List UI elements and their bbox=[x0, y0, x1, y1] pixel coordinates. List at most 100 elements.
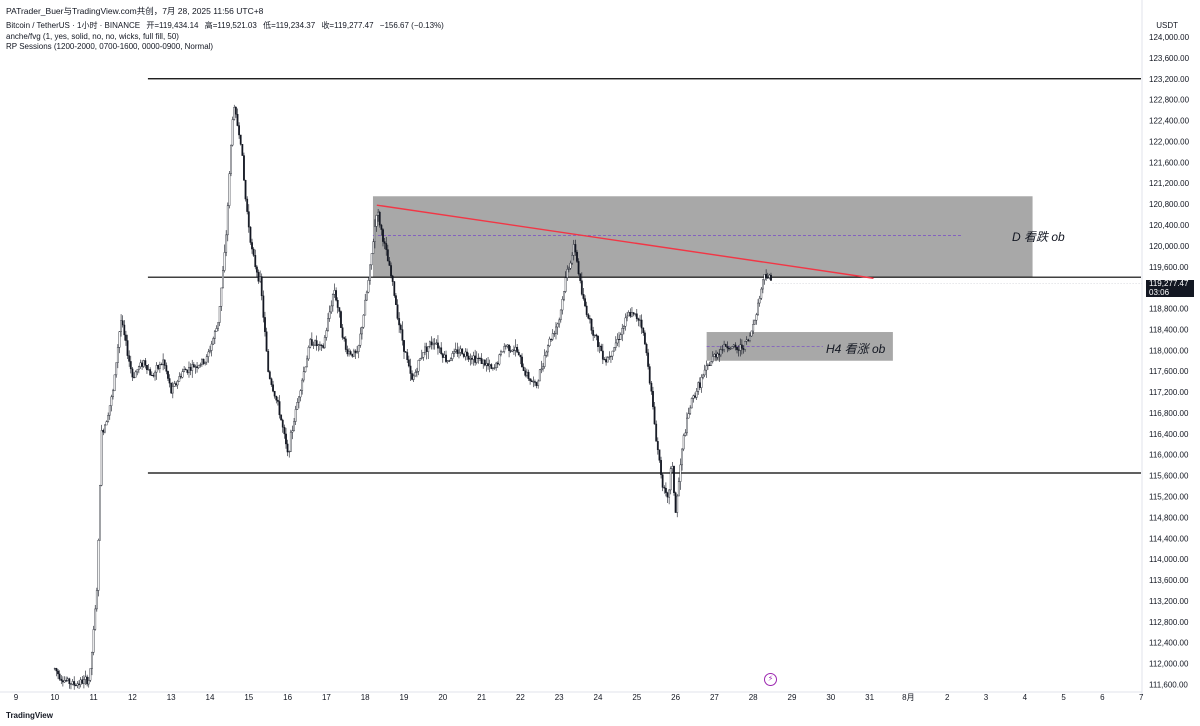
candle-body bbox=[747, 339, 750, 341]
candle-body bbox=[380, 224, 383, 230]
x-tick-label: 17 bbox=[322, 693, 331, 702]
candle-body bbox=[593, 334, 596, 336]
y-tick-label: 116,800.00 bbox=[1149, 409, 1189, 418]
candle-body bbox=[403, 340, 405, 352]
candle-body bbox=[100, 430, 103, 486]
x-tick-label: 29 bbox=[788, 693, 797, 702]
candle-body bbox=[684, 432, 687, 436]
candle-body bbox=[713, 354, 716, 357]
y-tick-label: 116,400.00 bbox=[1149, 430, 1189, 439]
candle-body bbox=[189, 366, 192, 371]
x-tick-label: 3 bbox=[984, 693, 989, 702]
candle-body bbox=[209, 350, 211, 353]
candle-body bbox=[396, 304, 399, 319]
candle-body bbox=[639, 319, 641, 321]
candle-body bbox=[385, 243, 388, 250]
candle-body bbox=[770, 274, 772, 281]
x-tick-label: 5 bbox=[1061, 693, 1066, 702]
candle-body bbox=[92, 629, 95, 653]
candle-body bbox=[658, 449, 661, 461]
candle-body bbox=[734, 344, 737, 348]
candle-body bbox=[674, 492, 677, 513]
candle-body bbox=[665, 487, 667, 493]
x-tick-label: 19 bbox=[400, 693, 409, 702]
candle-body bbox=[490, 364, 493, 369]
lightning-icon[interactable]: ⚡ bbox=[764, 673, 777, 686]
candle-body bbox=[65, 680, 68, 682]
x-tick-label: 26 bbox=[671, 693, 680, 702]
candle-body bbox=[68, 678, 71, 684]
shared-by-line: PATrader_Buer与TradingView.com共创，7月 28, 2… bbox=[6, 6, 264, 16]
candle-body bbox=[215, 328, 218, 332]
candle-body bbox=[362, 314, 365, 328]
candle-body bbox=[524, 370, 527, 376]
symbol-name[interactable]: Bitcoin / TetherUS · 1小时 · BINANCE bbox=[6, 21, 141, 30]
y-tick-label: 122,800.00 bbox=[1149, 96, 1190, 105]
candle-body bbox=[188, 366, 190, 373]
y-tick-label: 122,000.00 bbox=[1149, 137, 1190, 146]
candle-body bbox=[535, 382, 538, 386]
candle-body bbox=[624, 317, 627, 327]
candle-body bbox=[755, 314, 758, 321]
candle-body bbox=[395, 295, 397, 305]
candle-body bbox=[61, 680, 64, 683]
change-value: −156.67 (−0.13%) bbox=[379, 21, 444, 30]
candle-body bbox=[147, 369, 150, 371]
candle-body bbox=[682, 435, 685, 450]
candle-body bbox=[288, 451, 291, 453]
candle-body bbox=[202, 358, 205, 364]
y-tick-label: 124,000.00 bbox=[1149, 33, 1190, 42]
candle-body bbox=[417, 360, 420, 372]
candle-body bbox=[312, 344, 315, 346]
candle-body bbox=[479, 358, 481, 360]
indicator-fvg[interactable]: anche/fvg (1, yes, solid, no, no, wicks,… bbox=[6, 32, 179, 41]
candle-body bbox=[446, 360, 449, 362]
last-price: 119,277.47 bbox=[1149, 279, 1189, 288]
candle-body bbox=[546, 345, 549, 353]
x-tick-label: 2 bbox=[945, 693, 950, 702]
currency-unit[interactable]: USDT bbox=[1156, 21, 1178, 30]
candle-body bbox=[448, 360, 451, 362]
candle-body bbox=[645, 344, 648, 354]
candle-body bbox=[569, 262, 572, 269]
candle-body bbox=[660, 460, 662, 475]
candle-body bbox=[606, 357, 609, 363]
candle-body bbox=[640, 319, 643, 329]
candle-body bbox=[440, 347, 443, 354]
candle-body bbox=[692, 395, 695, 399]
candle-body bbox=[286, 443, 289, 453]
candle-body bbox=[534, 381, 536, 383]
candle-body bbox=[254, 255, 257, 268]
candle-body bbox=[167, 371, 169, 379]
candle-body bbox=[181, 371, 184, 378]
candle-body bbox=[472, 355, 475, 360]
candle-body bbox=[264, 317, 266, 332]
candle-body bbox=[474, 355, 477, 363]
candle-body bbox=[653, 406, 656, 425]
candle-body bbox=[123, 324, 126, 336]
candle-body bbox=[406, 352, 409, 360]
candle-body bbox=[194, 366, 197, 368]
candle-body bbox=[309, 339, 312, 348]
candle-body bbox=[170, 382, 173, 394]
x-tick-label: 4 bbox=[1023, 693, 1028, 702]
indicator-sessions[interactable]: RP Sessions (1200-2000, 0700-1600, 0000-… bbox=[6, 42, 214, 51]
candle-body bbox=[760, 288, 763, 299]
candle-body bbox=[71, 681, 74, 685]
candle-body bbox=[105, 421, 108, 426]
candle-body bbox=[168, 378, 171, 384]
candle-body bbox=[608, 356, 611, 358]
candle-body bbox=[420, 356, 423, 359]
y-tick-label: 119,600.00 bbox=[1149, 263, 1189, 272]
candle-body bbox=[731, 346, 734, 349]
x-tick-label: 16 bbox=[283, 693, 292, 702]
y-tick-label: 118,400.00 bbox=[1149, 325, 1189, 334]
candle-body bbox=[246, 198, 249, 212]
candle-body bbox=[165, 365, 168, 372]
candle-body bbox=[561, 299, 564, 311]
candle-body bbox=[610, 355, 612, 357]
candle-body bbox=[582, 294, 585, 299]
candle-body bbox=[192, 364, 195, 368]
x-tick-label: 7 bbox=[1139, 693, 1144, 702]
